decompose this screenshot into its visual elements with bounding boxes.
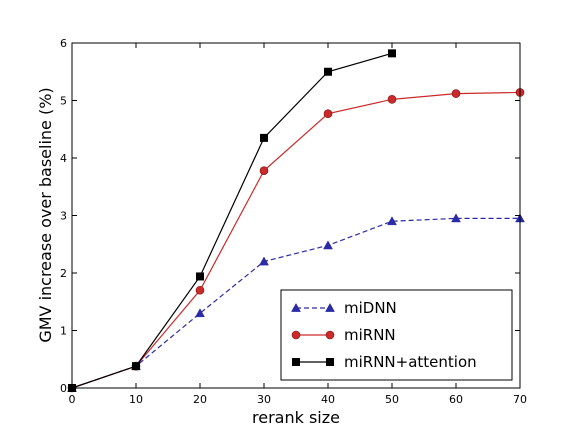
x-tick-label: 10 <box>129 393 143 406</box>
series-line-2 <box>71 52 393 389</box>
legend: miDNN miRNN miRNN+attention <box>280 289 513 381</box>
legend-marker-0-end <box>325 302 335 312</box>
x-tick-label: 30 <box>257 393 271 406</box>
data-point-0-6 <box>451 213 461 223</box>
data-point-2-2 <box>196 272 204 281</box>
y-tick-label: 3 <box>60 210 67 223</box>
data-point-0-4 <box>323 240 333 250</box>
y-tick-label: 4 <box>60 152 67 165</box>
data-point-2-1 <box>132 362 140 371</box>
data-point-1-5 <box>387 95 397 104</box>
y-tick-label: 2 <box>60 267 67 280</box>
data-point-2-3 <box>260 133 268 142</box>
x-tick-label: 40 <box>321 393 335 406</box>
y-tick-label: 6 <box>60 37 67 50</box>
legend-marker-1-end <box>325 330 335 340</box>
legend-marker-1 <box>291 330 301 340</box>
y-tick-label: 5 <box>60 95 67 108</box>
y-tick-label: 1 <box>60 325 67 338</box>
series-line-1 <box>71 91 521 389</box>
legend-marker-2-end <box>326 358 334 366</box>
data-point-2-5 <box>388 49 396 58</box>
series-line-0 <box>71 217 520 389</box>
y-tick-label: 0 <box>60 382 67 395</box>
y-axis-label: GMV increase over baseline (%) <box>36 87 55 342</box>
x-tick-label: 20 <box>193 393 207 406</box>
data-point-1-2 <box>195 285 205 295</box>
legend-label-1: miRNN <box>344 326 396 344</box>
data-point-2-4 <box>324 67 332 76</box>
legend-marker-0 <box>291 302 301 312</box>
data-point-0-5 <box>387 216 397 226</box>
x-tick-label: 70 <box>513 393 527 406</box>
data-point-0-2 <box>195 308 205 318</box>
axes-layer: 0 10 20 30 40 50 60 70 0 1 2 3 4 5 6 <box>60 37 527 406</box>
legend-label-0: miDNN <box>344 299 397 317</box>
data-point-1-3 <box>259 166 269 175</box>
legend-marker-2 <box>292 358 300 366</box>
data-point-1-4 <box>323 109 333 119</box>
x-tick-label: 50 <box>385 393 399 406</box>
x-tick-label: 0 <box>69 393 76 406</box>
data-point-1-6 <box>451 89 461 98</box>
x-tick-label: 60 <box>449 393 463 406</box>
data-point-0-3 <box>259 256 269 266</box>
series-layer <box>67 49 525 393</box>
legend-label-2: miRNN+attention <box>344 353 477 371</box>
x-axis-label: rerank size <box>252 408 340 427</box>
